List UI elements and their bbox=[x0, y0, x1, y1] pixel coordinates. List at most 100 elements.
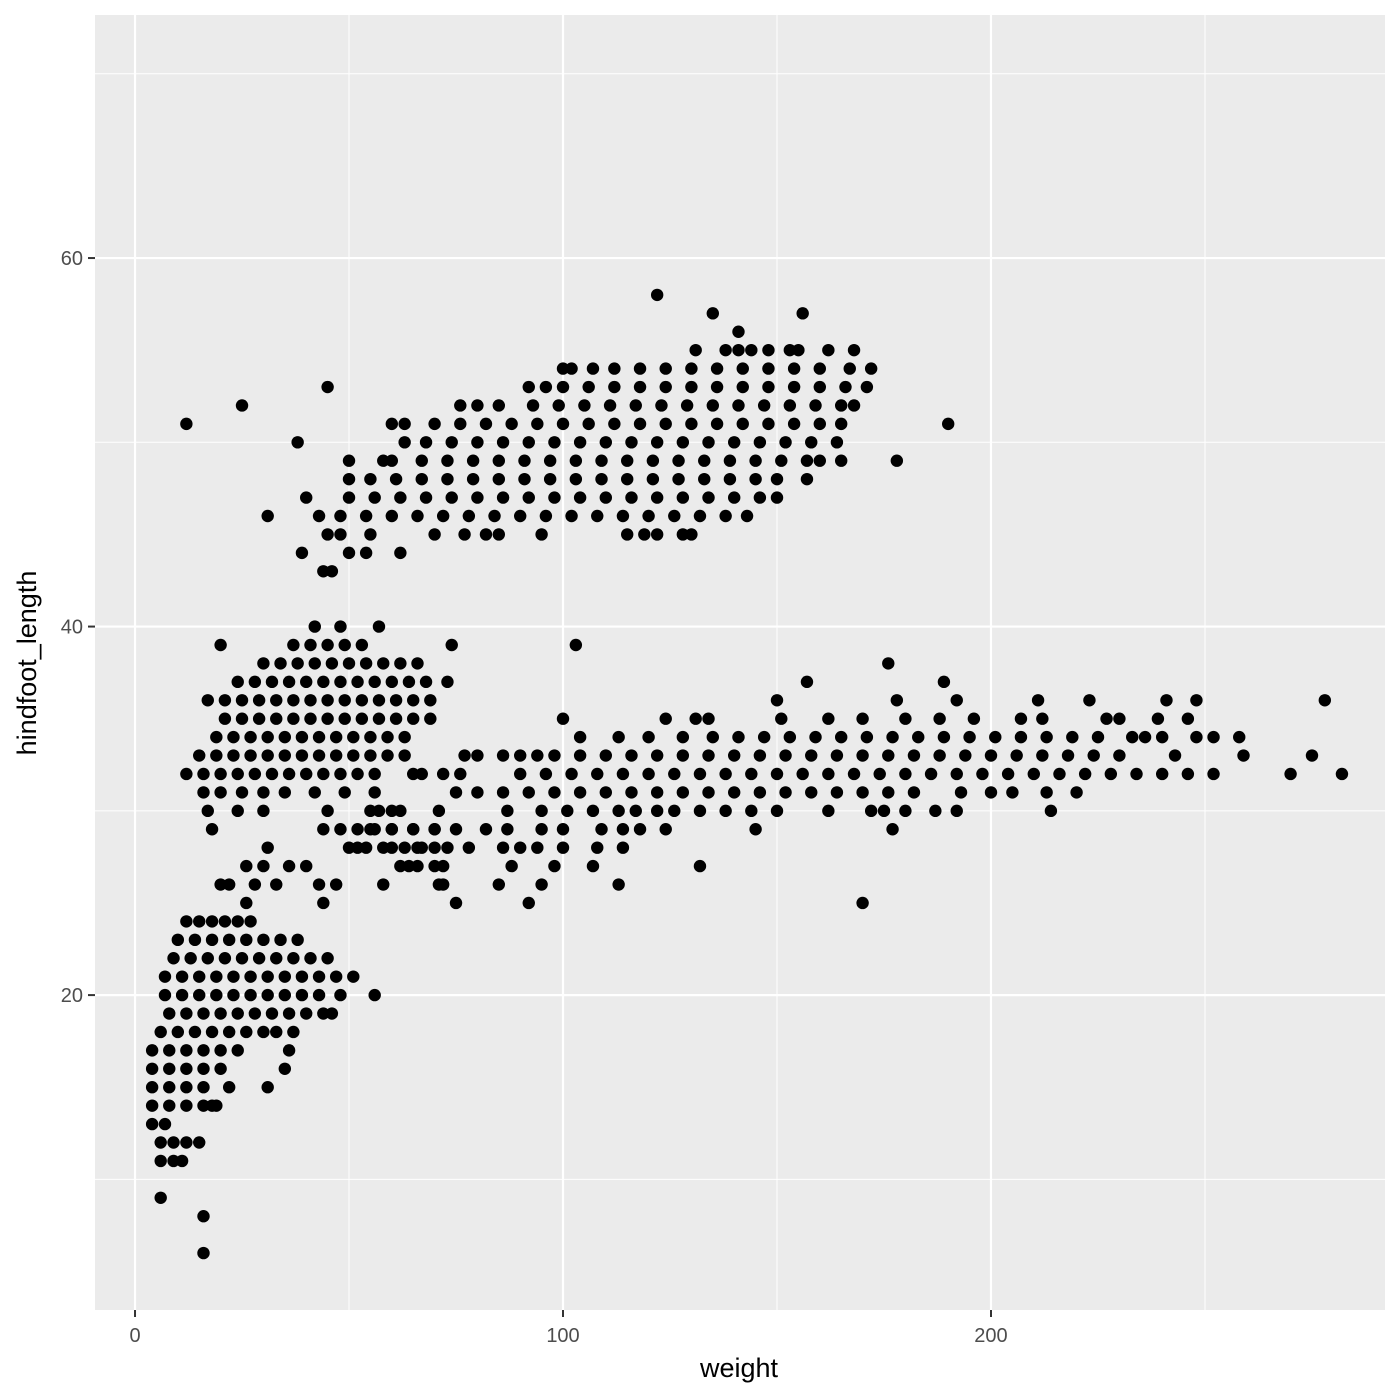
point bbox=[685, 417, 698, 431]
point bbox=[342, 546, 356, 560]
point bbox=[389, 694, 403, 707]
point bbox=[458, 528, 471, 541]
point bbox=[180, 1099, 193, 1112]
point bbox=[188, 1025, 202, 1039]
point bbox=[531, 417, 544, 431]
point bbox=[685, 528, 698, 541]
point bbox=[282, 675, 296, 689]
point bbox=[381, 749, 394, 762]
point bbox=[1190, 730, 1203, 744]
point bbox=[1318, 694, 1332, 707]
point bbox=[436, 878, 450, 891]
point bbox=[535, 804, 548, 818]
point bbox=[394, 491, 407, 504]
point bbox=[222, 878, 236, 891]
point bbox=[719, 767, 732, 781]
point bbox=[1233, 730, 1246, 744]
point bbox=[235, 694, 249, 707]
point bbox=[805, 786, 818, 799]
point bbox=[398, 841, 411, 854]
point bbox=[642, 509, 655, 523]
point bbox=[261, 509, 274, 523]
point bbox=[321, 380, 334, 394]
point bbox=[616, 509, 630, 523]
point bbox=[642, 730, 655, 744]
point bbox=[257, 657, 270, 670]
point bbox=[693, 767, 707, 781]
point bbox=[693, 804, 707, 818]
point bbox=[633, 823, 647, 836]
point bbox=[822, 767, 835, 781]
point bbox=[180, 915, 193, 928]
point bbox=[471, 786, 484, 799]
point bbox=[479, 417, 493, 431]
point bbox=[321, 694, 334, 707]
point bbox=[621, 528, 634, 541]
point bbox=[334, 509, 347, 523]
point bbox=[257, 786, 270, 799]
point bbox=[415, 454, 428, 467]
point bbox=[787, 362, 801, 375]
point bbox=[402, 675, 416, 689]
point bbox=[210, 988, 223, 1002]
point bbox=[535, 878, 548, 891]
point bbox=[205, 823, 219, 836]
point bbox=[441, 472, 454, 486]
point bbox=[800, 454, 814, 467]
point bbox=[415, 472, 428, 486]
point bbox=[834, 454, 848, 467]
point bbox=[351, 823, 364, 836]
point bbox=[877, 804, 891, 818]
point bbox=[270, 712, 283, 725]
point bbox=[184, 952, 197, 965]
point bbox=[496, 786, 510, 799]
point bbox=[364, 730, 377, 744]
point bbox=[548, 491, 561, 504]
point bbox=[1168, 749, 1182, 762]
point bbox=[265, 1007, 279, 1020]
point bbox=[158, 970, 172, 983]
point bbox=[522, 491, 535, 504]
point bbox=[214, 1062, 227, 1075]
point bbox=[1001, 767, 1015, 781]
point bbox=[809, 730, 822, 744]
point bbox=[270, 694, 283, 707]
point bbox=[398, 749, 411, 762]
point bbox=[282, 767, 296, 781]
point bbox=[454, 767, 467, 781]
point bbox=[1027, 767, 1040, 781]
point bbox=[749, 472, 762, 486]
point bbox=[471, 491, 484, 504]
point bbox=[227, 749, 240, 762]
point bbox=[514, 767, 527, 781]
point bbox=[291, 933, 304, 947]
point bbox=[252, 694, 266, 707]
y-tick-label: 40 bbox=[61, 617, 83, 639]
point bbox=[145, 1117, 159, 1131]
x-tick-label: 100 bbox=[546, 1325, 579, 1347]
point bbox=[770, 472, 784, 486]
point bbox=[856, 786, 869, 799]
point bbox=[723, 472, 737, 486]
point bbox=[471, 749, 484, 762]
point bbox=[882, 749, 895, 762]
point bbox=[265, 675, 279, 689]
point bbox=[295, 988, 309, 1002]
point bbox=[762, 417, 775, 431]
point bbox=[218, 915, 232, 928]
point bbox=[492, 878, 506, 891]
point bbox=[282, 1044, 296, 1057]
point bbox=[218, 694, 232, 707]
point bbox=[668, 509, 681, 523]
point bbox=[753, 786, 767, 799]
point bbox=[646, 454, 660, 467]
point bbox=[197, 786, 210, 799]
point bbox=[248, 1007, 262, 1020]
point bbox=[248, 675, 262, 689]
point bbox=[424, 712, 437, 725]
point bbox=[762, 343, 775, 357]
point bbox=[295, 730, 309, 744]
point bbox=[1083, 694, 1096, 707]
